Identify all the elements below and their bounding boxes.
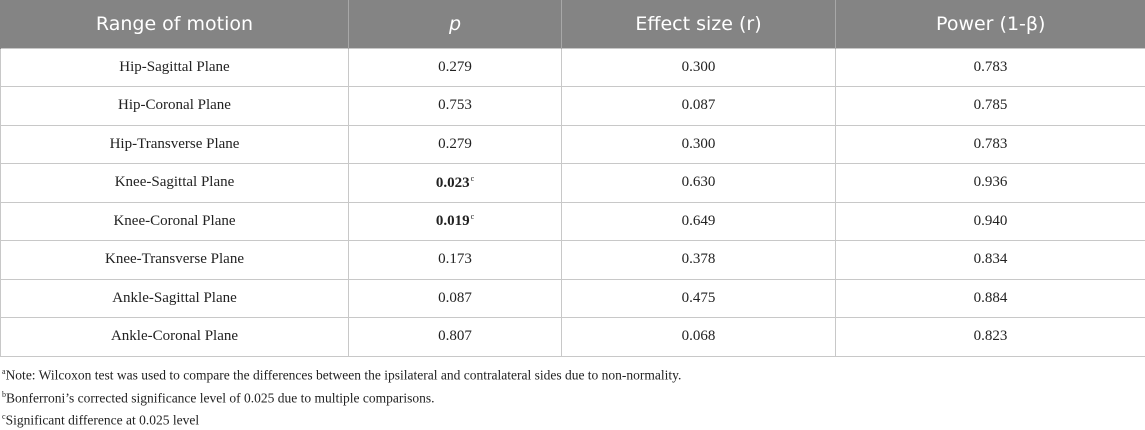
cell-p-value-text: 0.279 <box>438 59 472 75</box>
cell-p-value: 0.023c <box>349 164 562 203</box>
cell-effect-size-text: 0.300 <box>682 59 716 75</box>
footnote: bBonferroni’s corrected significance lev… <box>2 385 1145 408</box>
cell-power: 0.783 <box>836 48 1145 87</box>
cell-p-value: 0.019c <box>349 202 562 241</box>
table-row: Hip-Transverse Plane 0.279 0.300 0.783 <box>1 125 1145 164</box>
cell-effect-size: 0.300 <box>562 125 836 164</box>
header-effect-size: Effect size (r) <box>562 0 836 48</box>
cell-power-text: 0.823 <box>974 328 1008 344</box>
results-table: Range of motion p Effect size (r) Power … <box>0 0 1145 357</box>
table-row: Hip-Coronal Plane 0.753 0.087 0.785 <box>1 87 1145 126</box>
cell-power-text: 0.783 <box>974 136 1008 152</box>
cell-effect-size-text: 0.300 <box>682 136 716 152</box>
cell-power-text: 0.785 <box>974 97 1008 113</box>
header-range-of-motion: Range of motion <box>1 0 349 48</box>
cell-power: 0.783 <box>836 125 1145 164</box>
cell-range-of-motion-text: Hip-Sagittal Plane <box>119 59 229 75</box>
table-body: Hip-Sagittal Plane 0.279 0.300 0.783 Hip-Cor… <box>1 48 1145 356</box>
cell-power-text: 0.936 <box>974 174 1008 190</box>
cell-power: 0.936 <box>836 164 1145 203</box>
cell-range-of-motion-text: Knee-Transverse Plane <box>105 251 244 267</box>
cell-effect-size: 0.300 <box>562 48 836 87</box>
cell-p-value: 0.279 <box>349 125 562 164</box>
cell-effect-size: 0.475 <box>562 279 836 318</box>
cell-p-value-text: 0.279 <box>438 136 472 152</box>
cell-p-value-text: 0.023 <box>436 175 470 191</box>
table-footnotes: aNote: Wilcoxon test was used to compare… <box>0 362 1145 430</box>
cell-power: 0.884 <box>836 279 1145 318</box>
cell-range-of-motion: Hip-Sagittal Plane <box>1 48 349 87</box>
cell-power-text: 0.884 <box>974 290 1008 306</box>
cell-range-of-motion: Ankle-Coronal Plane <box>1 318 349 357</box>
footnote-text: Significant difference at 0.025 level <box>6 413 200 428</box>
cell-effect-size-text: 0.068 <box>682 328 716 344</box>
cell-power-text: 0.834 <box>974 251 1008 267</box>
cell-range-of-motion-text: Hip-Coronal Plane <box>118 97 231 113</box>
cell-p-value: 0.753 <box>349 87 562 126</box>
header-power: Power (1-β) <box>836 0 1145 48</box>
cell-effect-size: 0.630 <box>562 164 836 203</box>
cell-range-of-motion-text: Knee-Sagittal Plane <box>115 174 235 190</box>
cell-power: 0.785 <box>836 87 1145 126</box>
cell-range-of-motion-text: Ankle-Coronal Plane <box>111 328 238 344</box>
cell-p-value: 0.173 <box>349 241 562 280</box>
footnote: aNote: Wilcoxon test was used to compare… <box>2 362 1145 385</box>
cell-p-value: 0.807 <box>349 318 562 357</box>
table-row: Hip-Sagittal Plane 0.279 0.300 0.783 <box>1 48 1145 87</box>
cell-effect-size: 0.068 <box>562 318 836 357</box>
cell-range-of-motion-text: Ankle-Sagittal Plane <box>112 290 237 306</box>
cell-range-of-motion: Knee-Transverse Plane <box>1 241 349 280</box>
cell-effect-size: 0.649 <box>562 202 836 241</box>
cell-p-value: 0.279 <box>349 48 562 87</box>
cell-range-of-motion: Knee-Sagittal Plane <box>1 164 349 203</box>
cell-effect-size: 0.087 <box>562 87 836 126</box>
table-row: Ankle-Coronal Plane 0.807 0.068 0.823 <box>1 318 1145 357</box>
cell-range-of-motion-text: Hip-Transverse Plane <box>110 136 240 152</box>
cell-p-value-text: 0.807 <box>438 328 472 344</box>
cell-power-text: 0.940 <box>974 213 1008 229</box>
cell-p-value-text: 0.753 <box>438 97 472 113</box>
footnote-text: Bonferroni’s corrected significance leve… <box>6 390 435 405</box>
cell-power: 0.834 <box>836 241 1145 280</box>
cell-power: 0.823 <box>836 318 1145 357</box>
significance-marker: c <box>471 174 475 183</box>
table-row: Knee-Transverse Plane 0.173 0.378 0.834 <box>1 241 1145 280</box>
cell-effect-size-text: 0.378 <box>682 251 716 267</box>
cell-range-of-motion-text: Knee-Coronal Plane <box>113 213 235 229</box>
header-row: Range of motion p Effect size (r) Power … <box>1 0 1145 48</box>
footnote: cSignificant difference at 0.025 level <box>2 407 1145 430</box>
cell-effect-size-text: 0.087 <box>682 97 716 113</box>
cell-p-value-text: 0.019 <box>436 213 470 229</box>
cell-range-of-motion: Hip-Transverse Plane <box>1 125 349 164</box>
footnote-text: Note: Wilcoxon test was used to compare … <box>6 368 682 383</box>
cell-p-value: 0.087 <box>349 279 562 318</box>
cell-effect-size: 0.378 <box>562 241 836 280</box>
table-row: Knee-Sagittal Plane 0.023c 0.630 0.936 <box>1 164 1145 203</box>
cell-range-of-motion: Ankle-Sagittal Plane <box>1 279 349 318</box>
cell-range-of-motion: Hip-Coronal Plane <box>1 87 349 126</box>
cell-power-text: 0.783 <box>974 59 1008 75</box>
cell-power: 0.940 <box>836 202 1145 241</box>
cell-range-of-motion: Knee-Coronal Plane <box>1 202 349 241</box>
cell-effect-size-text: 0.649 <box>682 213 716 229</box>
table-row: Knee-Coronal Plane 0.019c 0.649 0.940 <box>1 202 1145 241</box>
significance-marker: c <box>471 212 475 221</box>
header-p: p <box>349 0 562 48</box>
cell-p-value-text: 0.087 <box>438 290 472 306</box>
cell-p-value-text: 0.173 <box>438 251 472 267</box>
cell-effect-size-text: 0.475 <box>682 290 716 306</box>
cell-effect-size-text: 0.630 <box>682 174 716 190</box>
table-row: Ankle-Sagittal Plane 0.087 0.475 0.884 <box>1 279 1145 318</box>
